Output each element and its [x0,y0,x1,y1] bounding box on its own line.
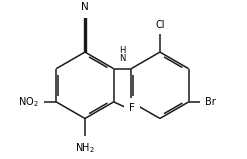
Text: F: F [129,103,135,113]
Text: H
N: H N [119,46,126,63]
Text: Cl: Cl [155,20,165,30]
Text: NO$_2$: NO$_2$ [19,95,39,109]
Text: Br: Br [205,97,215,107]
Text: NH$_2$: NH$_2$ [75,141,95,155]
Text: N: N [81,2,89,12]
